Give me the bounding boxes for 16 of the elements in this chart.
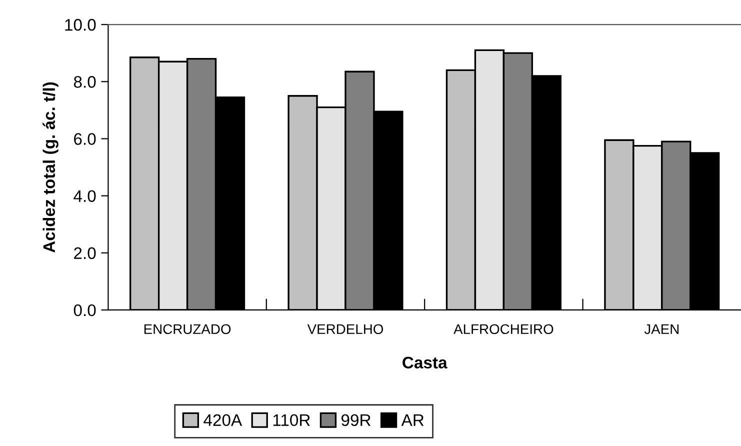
y-tick-label: 10.0	[65, 18, 96, 31]
y-tick-label: 0.0	[74, 304, 96, 316]
legend-label: 420A	[204, 414, 242, 426]
x-tick-label: VERDELHO	[307, 324, 384, 334]
x-tick-label: ENCRUZADO	[144, 324, 231, 334]
legend-label: AR	[401, 414, 424, 426]
y-tick-label: 4.0	[74, 190, 96, 202]
x-tick-label: JAEN	[644, 324, 679, 334]
y-tick-label: 8.0	[74, 76, 96, 88]
y-tick-label: 2.0	[74, 247, 96, 260]
legend-label: 110R	[273, 414, 310, 426]
y-axis-title: Acidez total (g. ác. t/l)	[42, 82, 58, 252]
legend-label: 99R	[341, 414, 371, 426]
y-tick-label: 6.0	[74, 133, 96, 145]
x-tick-label: ALFROCHEIRO	[454, 324, 554, 334]
x-axis-title: Casta	[402, 356, 448, 368]
